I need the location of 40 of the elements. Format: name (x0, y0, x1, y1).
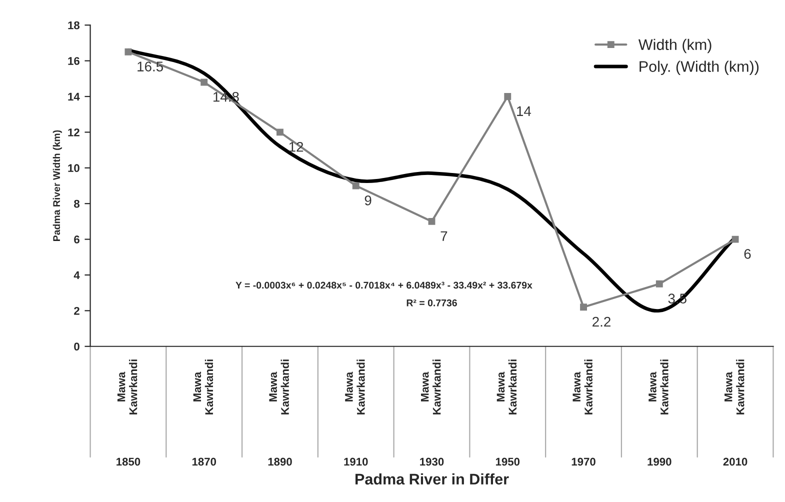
category-label: 1890 Mawa Kawrkandi (268, 360, 292, 466)
point (656, 280, 663, 288)
data-label: 16.5 (138, 62, 163, 72)
data-label: 6 (744, 249, 751, 259)
y-axis-title: Padma River Width (km) (52, 130, 62, 241)
y-tick-label: 4 (74, 271, 80, 280)
point (428, 218, 436, 225)
point (504, 93, 512, 100)
y-tick-label: 8 (74, 200, 80, 208)
category-label: 1910 Mawa Kawrkandi (344, 360, 368, 466)
category-label: 1970 Mawa Kawrkandi (572, 360, 596, 466)
point (200, 78, 208, 86)
legend-label: Width (km) (638, 38, 712, 54)
legend-label: Poly. (Width (km)) (640, 60, 759, 75)
category-label: 1950 Mawa Kawrkandi (496, 360, 520, 466)
annotation: R² = 0.7736 (406, 299, 457, 306)
point (276, 128, 284, 136)
category-label: 2010 Mawa Kawrkandi (723, 360, 748, 466)
category-label: 1850 Mawa Kawrkandi (116, 360, 140, 466)
point (352, 182, 360, 190)
data-label: 9 (364, 195, 372, 206)
point (124, 48, 132, 56)
data-label: 7 (440, 231, 448, 241)
y-tick-label: 6 (74, 236, 80, 244)
category-label: 1990 Mawa Kawrkandi (648, 360, 672, 466)
annotation: Y = -0.0003x⁶ + 0.0248x⁵ - 0.7018x⁴ + 6.0489x³ - 33.49x² + 33.679x (236, 282, 532, 289)
y-tick-label: 16 (68, 57, 80, 65)
y-tick-label: 2 (74, 306, 80, 315)
y-tick-label: 12 (68, 128, 80, 136)
y-tick-label: 10 (68, 164, 80, 172)
y-tick-label: 0 (74, 342, 80, 351)
text: Padma River in Differ (356, 473, 509, 485)
point (732, 236, 739, 243)
y-tick-label: 14 (68, 92, 80, 101)
data-label: 2.2 (592, 316, 610, 327)
y-tick-label: 18 (68, 21, 80, 30)
category-label: 1930 Mawa Kawrkandi (420, 360, 444, 466)
point (580, 304, 587, 311)
data-label: 14 (517, 106, 532, 116)
category-label: 1870 Mawa Kawrkandi (192, 360, 216, 466)
